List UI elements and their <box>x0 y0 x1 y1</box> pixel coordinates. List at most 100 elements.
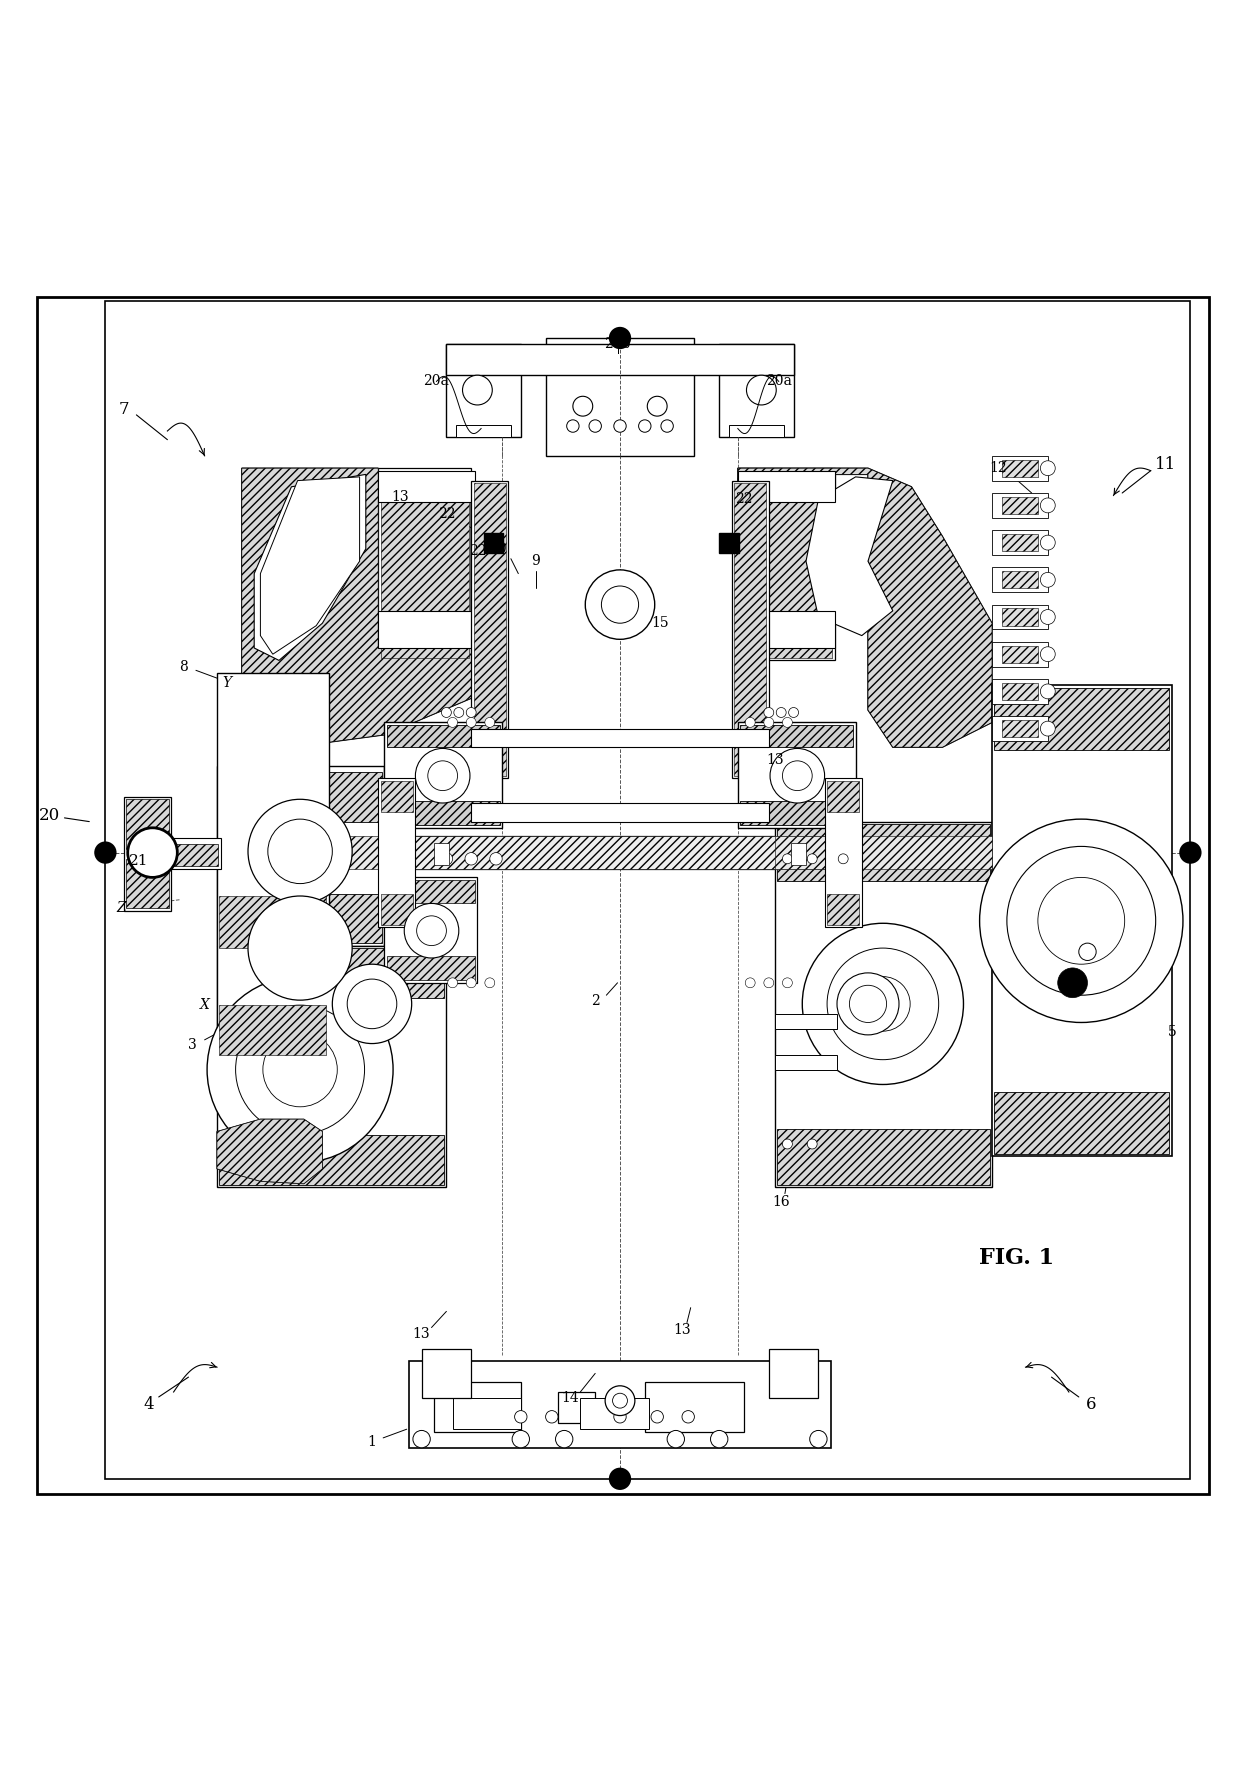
Bar <box>1002 645 1038 663</box>
Bar <box>580 1398 649 1430</box>
Polygon shape <box>740 471 832 658</box>
Text: 5: 5 <box>1167 1025 1177 1039</box>
Polygon shape <box>474 484 506 776</box>
Circle shape <box>546 1410 558 1423</box>
Circle shape <box>512 1430 529 1448</box>
Bar <box>738 611 835 649</box>
Circle shape <box>515 1410 527 1423</box>
Bar <box>219 948 444 998</box>
Circle shape <box>263 1032 337 1107</box>
Circle shape <box>1040 572 1055 588</box>
Circle shape <box>782 717 792 728</box>
Polygon shape <box>242 468 502 747</box>
Circle shape <box>1040 720 1055 737</box>
Bar <box>546 339 694 455</box>
Bar <box>738 471 835 502</box>
Bar <box>992 568 1048 591</box>
Text: Z: Z <box>117 901 126 916</box>
Circle shape <box>614 1410 626 1423</box>
Circle shape <box>207 977 393 1163</box>
Bar <box>992 530 1048 556</box>
Circle shape <box>248 799 352 903</box>
Bar <box>217 837 384 869</box>
Bar <box>791 842 806 866</box>
Bar <box>378 468 471 661</box>
Circle shape <box>556 1430 573 1448</box>
Circle shape <box>745 717 755 728</box>
Bar <box>994 1091 1169 1154</box>
Bar <box>777 1129 990 1185</box>
Text: 22: 22 <box>469 545 486 559</box>
Text: FIG. 1: FIG. 1 <box>980 1247 1054 1269</box>
Circle shape <box>764 717 774 728</box>
Bar <box>105 301 1190 1478</box>
Polygon shape <box>738 468 992 747</box>
Circle shape <box>466 717 476 728</box>
Bar <box>471 480 508 778</box>
Circle shape <box>1179 842 1202 864</box>
Polygon shape <box>219 1005 326 1055</box>
Bar <box>729 425 784 437</box>
Text: Y: Y <box>222 676 232 690</box>
Circle shape <box>465 853 477 866</box>
Bar <box>992 493 1048 518</box>
Circle shape <box>268 819 332 883</box>
Bar <box>384 722 502 828</box>
Circle shape <box>1040 609 1055 624</box>
Circle shape <box>485 978 495 987</box>
Bar <box>1002 607 1038 625</box>
Text: 20b: 20b <box>604 337 631 351</box>
Bar <box>558 1392 595 1423</box>
Circle shape <box>1058 968 1087 998</box>
Bar <box>453 1398 521 1430</box>
Polygon shape <box>242 468 502 747</box>
Text: 22: 22 <box>438 507 455 521</box>
Circle shape <box>782 978 792 987</box>
Bar <box>994 688 1169 749</box>
Polygon shape <box>738 468 992 747</box>
Polygon shape <box>734 484 766 776</box>
Circle shape <box>782 762 812 790</box>
Bar <box>387 801 500 826</box>
Bar <box>409 1360 831 1448</box>
Circle shape <box>682 1410 694 1423</box>
Bar <box>387 880 475 903</box>
Bar <box>992 604 1048 629</box>
Bar <box>992 679 1048 704</box>
Circle shape <box>613 1392 627 1409</box>
Circle shape <box>428 762 458 790</box>
Circle shape <box>776 708 786 717</box>
Bar <box>164 844 218 866</box>
Bar <box>378 778 415 926</box>
Circle shape <box>1079 943 1096 961</box>
Bar <box>992 685 1172 1156</box>
Polygon shape <box>381 471 469 658</box>
Bar <box>381 894 413 925</box>
Text: 4: 4 <box>144 1396 154 1412</box>
Circle shape <box>463 375 492 405</box>
Bar <box>992 455 1048 480</box>
Text: X: X <box>200 998 210 1012</box>
Circle shape <box>248 896 352 1000</box>
Polygon shape <box>484 532 503 552</box>
Bar <box>219 1136 444 1185</box>
Bar <box>777 824 990 882</box>
Circle shape <box>448 717 458 728</box>
Circle shape <box>585 570 655 640</box>
Bar <box>219 894 382 943</box>
Bar <box>384 837 856 869</box>
Bar <box>219 772 382 821</box>
Bar <box>1002 534 1038 552</box>
Bar <box>217 946 446 1188</box>
Text: 7: 7 <box>119 401 129 418</box>
Text: 21: 21 <box>129 855 149 869</box>
Circle shape <box>485 717 495 728</box>
Bar <box>456 425 511 437</box>
Circle shape <box>711 1430 728 1448</box>
Circle shape <box>639 419 651 432</box>
Bar <box>217 765 384 946</box>
Bar <box>775 1055 837 1070</box>
Circle shape <box>1040 685 1055 699</box>
Text: 8: 8 <box>179 659 188 674</box>
Circle shape <box>1040 647 1055 661</box>
